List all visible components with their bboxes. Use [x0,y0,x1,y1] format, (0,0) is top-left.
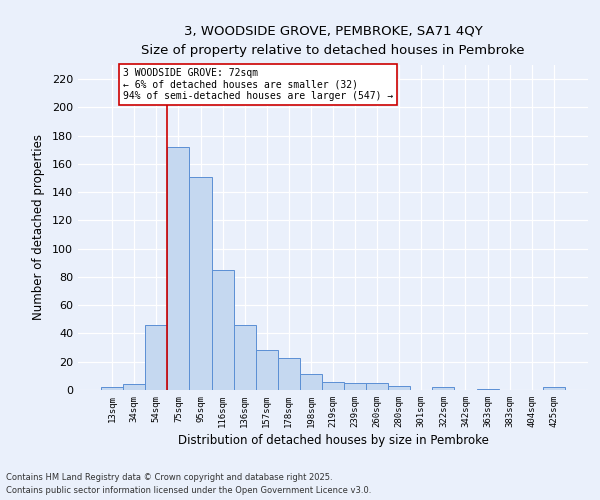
Bar [256,350,278,390]
Bar [476,388,499,390]
Bar [344,383,366,390]
Bar [433,387,454,390]
Title: 3, WOODSIDE GROVE, PEMBROKE, SA71 4QY
Size of property relative to detached hous: 3, WOODSIDE GROVE, PEMBROKE, SA71 4QY Si… [141,25,525,57]
Bar [145,325,167,390]
Bar [322,382,344,390]
Bar [212,270,233,390]
Text: 3 WOODSIDE GROVE: 72sqm
← 6% of detached houses are smaller (32)
94% of semi-det: 3 WOODSIDE GROVE: 72sqm ← 6% of detached… [123,68,394,101]
Bar [366,383,388,390]
X-axis label: Distribution of detached houses by size in Pembroke: Distribution of detached houses by size … [178,434,488,447]
Bar [278,358,300,390]
Text: Contains HM Land Registry data © Crown copyright and database right 2025.
Contai: Contains HM Land Registry data © Crown c… [6,474,371,495]
Bar [388,386,410,390]
Bar [123,384,145,390]
Bar [300,374,322,390]
Y-axis label: Number of detached properties: Number of detached properties [32,134,45,320]
Bar [167,147,190,390]
Bar [543,387,565,390]
Bar [190,176,212,390]
Bar [233,325,256,390]
Bar [101,387,123,390]
